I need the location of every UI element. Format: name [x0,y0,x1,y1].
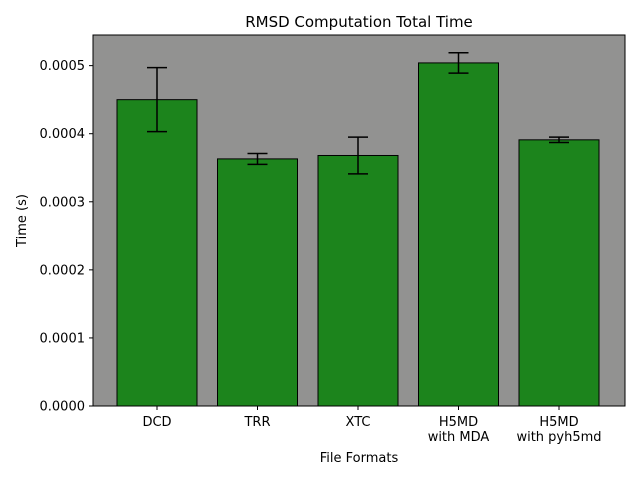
bar [518,139,600,407]
bar [116,99,198,407]
x-axis-label: File Formats [320,451,399,466]
y-tick-label: 0.0002 [40,263,86,278]
bar [317,154,399,407]
error-bars-group [147,51,569,175]
x-axis-ticks: DCD TRR XTC H5MD with MDA H5MD with pyh5md [142,406,602,445]
x-tick-label: TRR [243,415,270,430]
x-tick-label: DCD [142,415,171,430]
x-tick-label: XTC [346,415,371,430]
bar [217,158,298,407]
y-tick-label: 0.0003 [40,195,86,210]
y-tick-label: 0.0000 [40,400,86,415]
x-tick-label: H5MD with MDA [428,415,490,445]
y-axis-ticks: 0.0000 0.0001 0.0002 0.0003 0.0004 0.0005 [40,59,93,415]
y-axis-label: Time (s) [15,194,30,248]
bar [418,62,499,407]
y-tick-label: 0.0001 [40,331,86,346]
bars-group [116,62,600,407]
y-tick-label: 0.0005 [40,59,86,74]
chart-title: RMSD Computation Total Time [245,13,473,31]
y-tick-label: 0.0004 [40,127,86,142]
x-tick-label: H5MD with pyh5md [516,415,601,445]
